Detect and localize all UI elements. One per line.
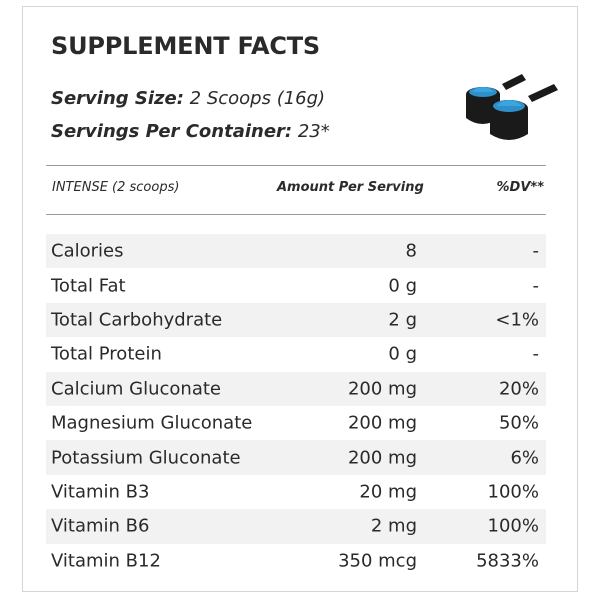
nutrient-dv: 6% [510,447,539,469]
nutrient-dv: <1% [495,309,539,331]
nutrient-name: Total Fat [51,275,126,297]
nutrient-dv: - [532,275,540,297]
nutrient-amount: 0 g [388,275,417,297]
front-scoop-icon [490,84,558,140]
nutrient-dv: 100% [487,481,539,503]
nutrient-amount: 20 mg [359,481,417,503]
serving-size: Serving Size: 2 Scoops (16g) [51,88,325,109]
table-row: Calories 8 - [46,234,546,269]
nutrient-amount: 200 mg [347,447,417,469]
nutrient-name: Vitamin B12 [51,550,161,572]
table-row: Total Carbohydrate 2 g <1% [46,302,546,338]
nutrient-amount: 200 mg [347,412,417,434]
panel-title: SUPPLEMENT FACTS [51,32,321,60]
nutrient-name: Magnesium Gluconate [51,412,253,434]
serving-size-label: Serving Size: [51,88,184,109]
nutrient-name: Vitamin B6 [51,515,150,537]
nutrient-dv: 20% [498,378,539,400]
nutrient-name: Calcium Gluconate [51,378,221,400]
nutrient-name: Total Protein [51,343,162,365]
nutrient-name: Potassium Gluconate [51,447,241,469]
servings-per-container-value: 23* [292,121,330,142]
nutrient-name: Vitamin B3 [51,481,150,503]
servings-per-container: Servings Per Container: 23* [51,121,330,142]
header-divider [46,214,546,215]
table-row: Total Fat 0 g - [46,268,546,302]
servings-per-container-label: Servings Per Container: [51,121,293,142]
back-scoop-icon [466,74,526,124]
table-row: Calcium Gluconate 200 mg 20% [46,371,546,406]
table-row: Potassium Gluconate 200 mg 6% [46,440,546,475]
nutrient-amount: 2 mg [370,515,417,537]
table-row: Vitamin B6 2 mg 100% [46,509,546,544]
nutrient-amount: 0 g [388,343,417,365]
nutrient-name: Total Carbohydrate [51,309,223,331]
column-header-item: INTENSE (2 scoops) [52,180,180,195]
top-divider [46,165,546,166]
nutrient-dv: - [532,343,540,365]
nutrient-dv: - [532,240,540,262]
nutrient-amount: 200 mg [347,378,417,400]
column-header-dv: %DV** [496,180,544,195]
table-row: Vitamin B12 350 mcg 5833% [46,544,546,578]
serving-size-value: 2 Scoops (16g) [183,88,326,109]
nutrient-amount: 350 mcg [338,550,417,572]
nutrient-name: Calories [51,240,124,262]
nutrient-dv: 50% [498,412,539,434]
column-header-amount: Amount Per Serving [277,180,424,195]
nutrient-amount: 8 [405,240,417,262]
table-row: Total Protein 0 g - [46,337,546,371]
table-row: Vitamin B3 20 mg 100% [46,475,546,509]
nutrient-dv: 100% [487,515,539,537]
table-row: Magnesium Gluconate 200 mg 50% [46,406,546,440]
nutrient-table: Calories 8 - Total Fat 0 g - Total Carbo… [46,234,546,578]
nutrient-amount: 2 g [388,309,417,331]
scoop-icon [466,74,558,140]
nutrient-dv: 5833% [476,550,539,572]
